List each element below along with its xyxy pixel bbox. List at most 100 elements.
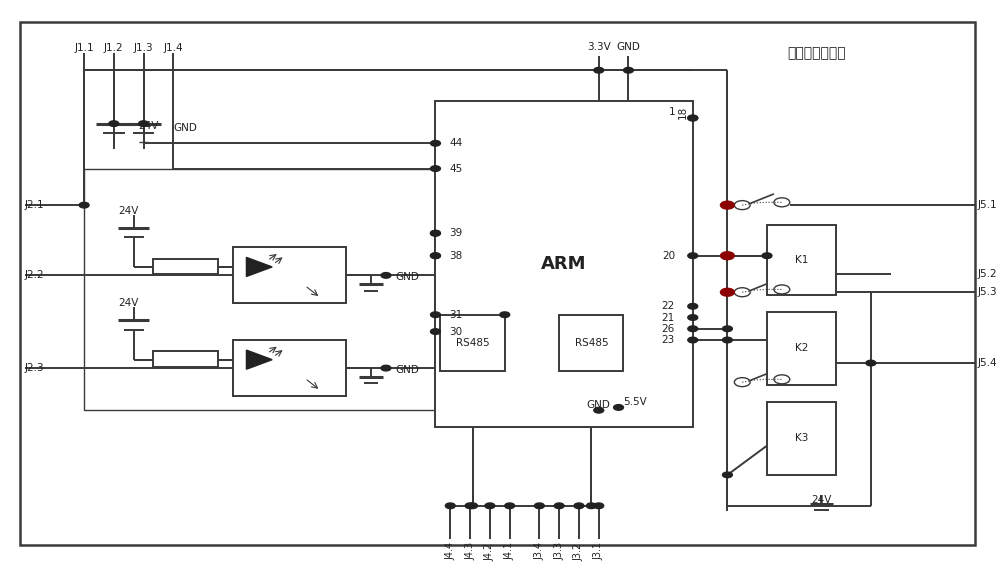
Text: 21: 21 [662, 312, 675, 323]
Circle shape [139, 121, 148, 127]
Text: J3.2: J3.2 [574, 542, 584, 560]
Circle shape [431, 253, 440, 259]
Circle shape [381, 366, 391, 371]
Text: J4.4: J4.4 [445, 542, 455, 560]
Circle shape [762, 253, 772, 259]
Text: 棘爪裝置控制板: 棘爪裝置控制板 [787, 46, 846, 60]
Text: RS485: RS485 [456, 338, 489, 348]
Text: J5.1: J5.1 [978, 200, 997, 210]
Bar [767, 225, 836, 295]
Bar [440, 315, 505, 371]
Bar [559, 315, 623, 371]
Circle shape [554, 503, 564, 508]
Circle shape [623, 67, 633, 73]
Text: K2: K2 [795, 344, 808, 354]
Bar [435, 101, 693, 427]
Circle shape [79, 202, 89, 208]
Text: 26: 26 [662, 324, 675, 334]
Polygon shape [246, 350, 272, 369]
Bar [153, 259, 218, 274]
Circle shape [586, 503, 596, 508]
Text: J4.1: J4.1 [505, 542, 515, 560]
Text: 24V: 24V [811, 495, 832, 505]
Circle shape [594, 503, 604, 508]
Text: J1.4: J1.4 [163, 43, 183, 53]
Circle shape [722, 337, 732, 343]
Text: GND: GND [396, 272, 420, 282]
Text: J3.3: J3.3 [554, 542, 564, 560]
Circle shape [594, 407, 604, 413]
Circle shape [688, 315, 698, 320]
Bar [84, 168, 460, 410]
Circle shape [109, 121, 119, 127]
Text: 45: 45 [449, 164, 463, 173]
Text: J1.3: J1.3 [134, 43, 153, 53]
Text: J5.3: J5.3 [978, 287, 997, 297]
Text: ARM: ARM [541, 255, 587, 273]
Circle shape [431, 141, 440, 146]
Text: 22: 22 [662, 301, 675, 311]
Circle shape [688, 115, 698, 121]
Text: GND: GND [587, 399, 611, 410]
Circle shape [505, 503, 515, 508]
Circle shape [431, 329, 440, 334]
Circle shape [720, 201, 734, 209]
Circle shape [485, 503, 495, 508]
Circle shape [722, 253, 732, 259]
Text: K1: K1 [795, 255, 808, 265]
Text: 24V: 24V [118, 298, 139, 308]
Text: 1: 1 [668, 107, 675, 118]
Text: J2.2: J2.2 [25, 271, 44, 280]
Text: J5.4: J5.4 [978, 358, 997, 368]
Text: J4.3: J4.3 [465, 542, 475, 560]
Text: 30: 30 [449, 327, 462, 337]
Text: GND: GND [396, 365, 420, 375]
Circle shape [534, 503, 544, 508]
Circle shape [688, 253, 698, 259]
Text: 23: 23 [662, 335, 675, 345]
Polygon shape [246, 258, 272, 276]
Text: 5.5V: 5.5V [623, 397, 647, 407]
Bar [233, 247, 346, 303]
Text: J2.1: J2.1 [25, 200, 44, 210]
Text: 38: 38 [449, 251, 463, 260]
Text: J1.2: J1.2 [104, 43, 124, 53]
Text: J3.1: J3.1 [594, 542, 604, 560]
Circle shape [431, 312, 440, 318]
Text: 31: 31 [449, 310, 463, 320]
Circle shape [465, 503, 475, 508]
Circle shape [722, 326, 732, 332]
Text: 24V: 24V [118, 206, 139, 216]
Circle shape [574, 503, 584, 508]
Circle shape [468, 503, 478, 508]
Text: 44: 44 [449, 138, 463, 148]
Circle shape [688, 115, 698, 121]
Bar [153, 351, 218, 367]
Circle shape [594, 67, 604, 73]
Circle shape [722, 472, 732, 477]
Text: J4.2: J4.2 [485, 542, 495, 560]
Text: 39: 39 [449, 228, 463, 238]
Bar [233, 340, 346, 396]
Text: J3.4: J3.4 [534, 542, 544, 560]
Circle shape [431, 166, 440, 171]
Circle shape [381, 272, 391, 278]
Circle shape [866, 360, 876, 366]
Text: K3: K3 [795, 433, 808, 444]
Circle shape [688, 337, 698, 343]
Bar [767, 312, 836, 385]
Text: J2.3: J2.3 [25, 363, 44, 373]
Circle shape [431, 231, 440, 236]
Text: 3.3V: 3.3V [587, 42, 611, 51]
Circle shape [431, 253, 440, 259]
Circle shape [720, 252, 734, 260]
Text: 20: 20 [662, 251, 675, 260]
Circle shape [431, 231, 440, 236]
Circle shape [688, 326, 698, 332]
Circle shape [720, 288, 734, 296]
Text: J1.1: J1.1 [74, 43, 94, 53]
Circle shape [688, 303, 698, 309]
Text: GND: GND [617, 42, 640, 51]
Text: RS485: RS485 [575, 338, 608, 348]
Circle shape [445, 503, 455, 508]
